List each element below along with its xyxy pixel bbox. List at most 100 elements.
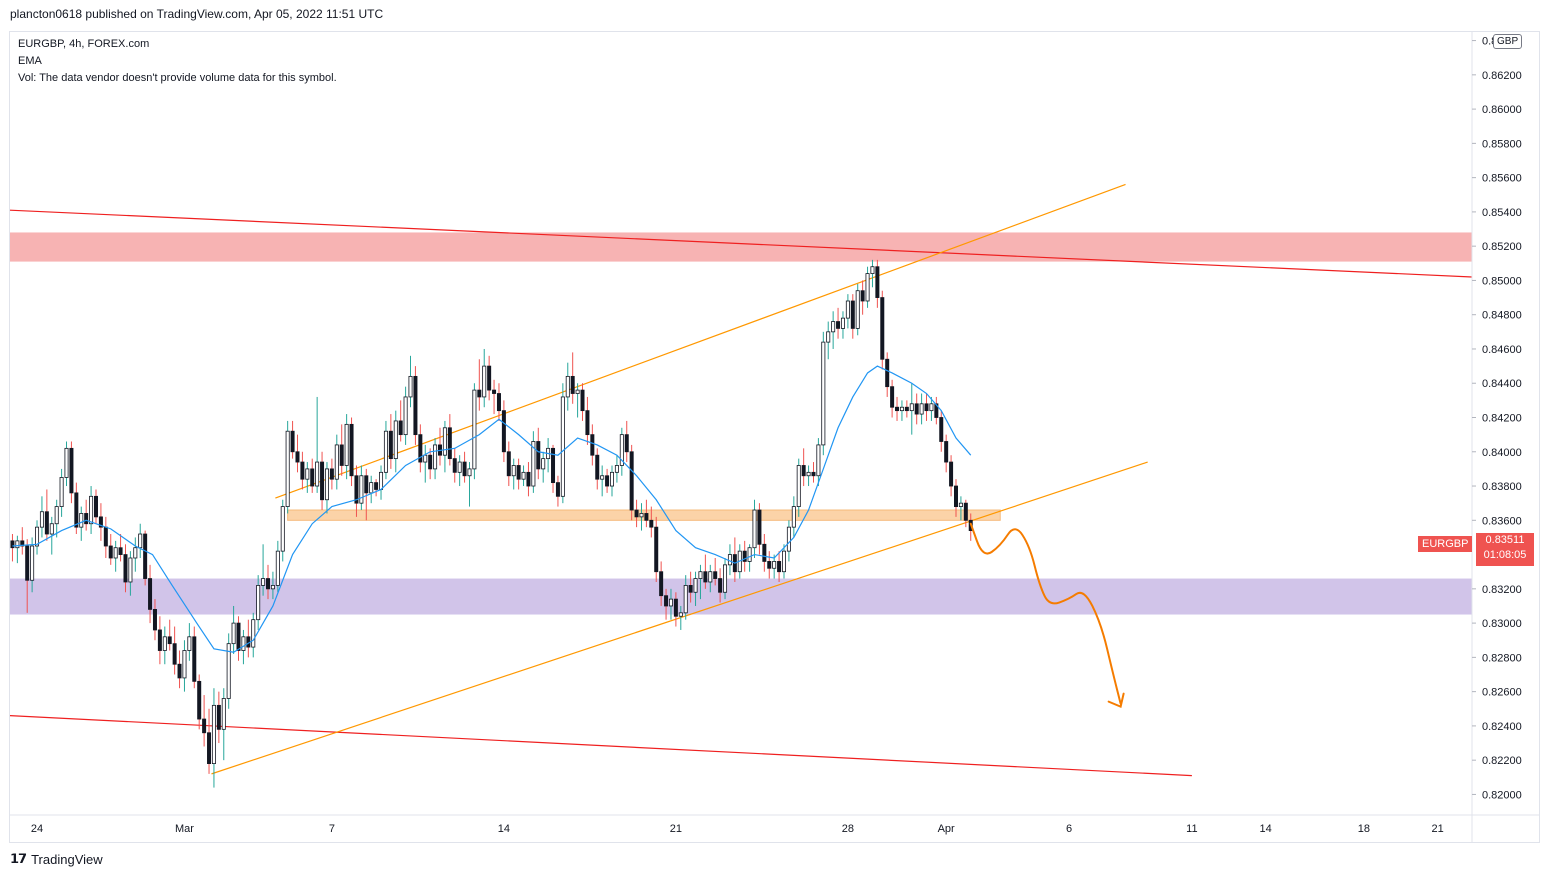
symbol-line[interactable]: EURGBP, 4h, FOREX.com [18, 38, 150, 50]
candle [364, 475, 369, 494]
candle [339, 444, 344, 466]
candle [723, 564, 728, 593]
candle [59, 477, 64, 507]
upper-red-trendline[interactable] [9, 209, 1473, 278]
candle [801, 465, 806, 477]
candle [69, 447, 74, 494]
candle [472, 389, 477, 470]
candle [261, 578, 266, 586]
projection-path[interactable] [969, 522, 1122, 705]
candle [94, 495, 99, 518]
candle [457, 461, 462, 473]
candle [610, 471, 615, 487]
tradingview-brand[interactable]: 𝟭𝟳 TradingView [10, 851, 103, 867]
candle [320, 461, 325, 501]
candle [649, 519, 654, 528]
chart-frame[interactable] [9, 31, 1540, 843]
candle [408, 375, 413, 398]
candle [310, 468, 315, 487]
pivot-zone[interactable] [287, 509, 1001, 521]
candle [231, 622, 236, 645]
time-tick-label: 21 [1431, 823, 1443, 835]
candle [251, 619, 256, 648]
candle [929, 403, 934, 412]
candle [880, 297, 885, 360]
candle [772, 561, 777, 569]
candle [157, 629, 162, 651]
candle [35, 526, 40, 547]
candle [777, 561, 782, 573]
currency-badge[interactable]: GBP [1493, 34, 1523, 49]
candle [624, 434, 629, 453]
candle [934, 403, 939, 418]
candle [192, 636, 197, 682]
candle [506, 451, 511, 477]
candle [890, 386, 895, 408]
indicator-label[interactable]: EMA [18, 55, 42, 67]
last-price-box: 0.83511 01:08:05 [1476, 533, 1534, 566]
candle [256, 585, 261, 621]
candle [885, 358, 890, 388]
price-tick-label: 0.84200 [1482, 413, 1522, 425]
candle [162, 636, 167, 651]
candle [221, 698, 226, 730]
candle [477, 389, 482, 398]
candle [418, 434, 423, 463]
candle [354, 475, 359, 504]
candle [614, 465, 619, 473]
lower-red-trendline[interactable] [9, 715, 1192, 777]
candle [388, 430, 393, 460]
candle [398, 420, 403, 436]
time-tick-label: Mar [175, 823, 194, 835]
candle [541, 458, 546, 470]
price-tick-label: 0.82000 [1482, 789, 1522, 801]
candle [138, 533, 143, 549]
candle [840, 317, 845, 329]
chart-legend: EURGBP, 4h, FOREX.com EMA Vol: The data … [18, 36, 337, 87]
candle [467, 468, 472, 477]
candle [752, 509, 757, 549]
channel-lower-trendline[interactable] [211, 461, 1148, 775]
candle [226, 643, 231, 699]
last-price-value: 0.83511 [1485, 534, 1525, 546]
price-tick-label: 0.82400 [1482, 721, 1522, 733]
candle [516, 465, 521, 480]
time-tick-label: 11 [1186, 823, 1197, 835]
candle [487, 365, 492, 391]
candle [79, 513, 84, 528]
candle [944, 441, 949, 463]
candle [575, 389, 580, 394]
price-tick-label: 0.85400 [1482, 207, 1522, 219]
candle [167, 636, 172, 645]
candle [113, 547, 118, 559]
price-tick-label: 0.85000 [1482, 275, 1522, 287]
candle [693, 578, 698, 593]
time-tick-label: 18 [1358, 823, 1370, 835]
time-tick-label: 6 [1066, 823, 1072, 835]
candle [442, 427, 447, 456]
candle [713, 571, 718, 579]
resistance-zone[interactable] [10, 232, 1472, 262]
candle [30, 545, 35, 581]
support-zone[interactable] [10, 578, 1472, 615]
time-tick-label: 28 [842, 823, 854, 835]
time-tick-label: 24 [31, 823, 43, 835]
candle [909, 403, 914, 412]
candle [914, 403, 919, 415]
candle [315, 461, 320, 487]
candle [270, 585, 275, 590]
price-tick-label: 0.83200 [1482, 584, 1522, 596]
candle [806, 471, 811, 477]
candle [265, 578, 270, 590]
candle [452, 458, 457, 473]
candle [211, 704, 216, 764]
candle [816, 444, 821, 477]
candle [619, 434, 624, 466]
price-tick-label: 0.83800 [1482, 481, 1522, 493]
ema-line[interactable] [12, 365, 972, 653]
candle [551, 447, 556, 484]
channel-upper-trendline[interactable] [275, 183, 1126, 499]
candle [280, 506, 285, 552]
price-tick-label: 0.84600 [1482, 344, 1522, 356]
